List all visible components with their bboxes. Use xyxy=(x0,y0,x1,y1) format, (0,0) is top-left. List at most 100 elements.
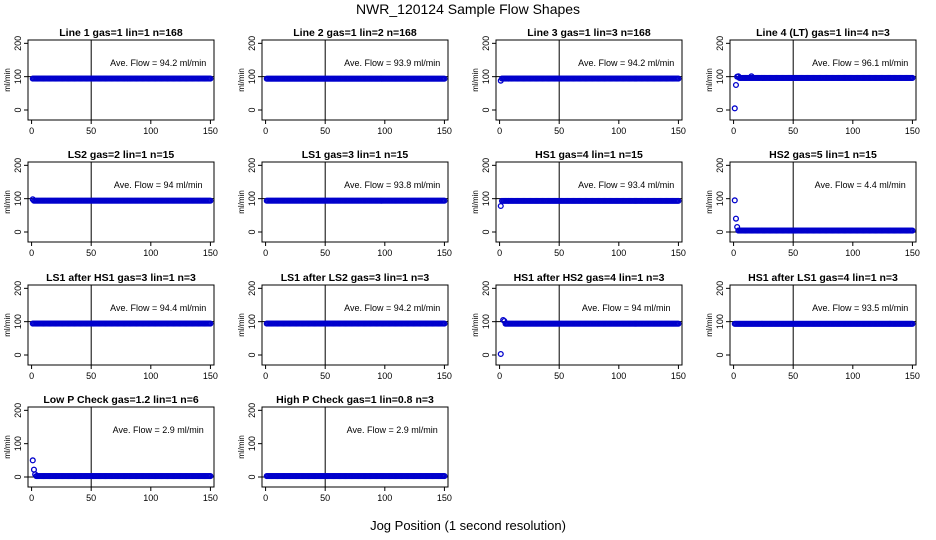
y-tick-label: 100 xyxy=(13,191,23,206)
annotation-ave-flow: Ave. Flow = 2.9 ml/min xyxy=(347,425,438,435)
y-tick-label: 0 xyxy=(247,107,257,112)
x-tick-label: 100 xyxy=(845,371,860,381)
x-tick-label: 100 xyxy=(377,371,392,381)
y-tick-label: 100 xyxy=(715,191,725,206)
x-tick-label: 50 xyxy=(788,371,798,381)
panel-9: LS1 after HS1 gas=3 lin=1 n=3 ml/min 0 100 2… xyxy=(3,272,218,381)
y-tick-label: 100 xyxy=(13,314,23,329)
x-tick-label: 0 xyxy=(731,371,736,381)
annotation-ave-flow: Ave. Flow = 93.9 ml/min xyxy=(344,58,440,68)
x-tick-label: 0 xyxy=(497,248,502,258)
data-point xyxy=(207,75,214,82)
y-tick-label: 0 xyxy=(247,352,257,357)
data-point xyxy=(441,472,448,480)
panel-14: High P Check gas=1 lin=0.8 n=3 ml/min 0 100… xyxy=(237,394,452,503)
data-point xyxy=(441,197,448,204)
plot-frame xyxy=(729,39,917,121)
data-series xyxy=(263,75,448,82)
x-tick-label: 0 xyxy=(29,126,34,136)
x-tick-label: 0 xyxy=(263,493,268,503)
y-axis-label: ml/min xyxy=(237,190,246,214)
annotation-ave-flow: Ave. Flow = 94.2 ml/min xyxy=(344,303,440,313)
data-point xyxy=(497,202,504,210)
y-axis-label: ml/min xyxy=(705,313,714,337)
panel-title: HS1 gas=4 lin=1 n=15 xyxy=(535,149,643,161)
main-title: NWR_120124 Sample Flow Shapes xyxy=(355,1,581,17)
y-axis-label: ml/min xyxy=(3,68,12,92)
y-tick-label: 200 xyxy=(247,281,257,296)
x-tick-label: 100 xyxy=(611,126,626,136)
x-tick-label: 150 xyxy=(905,371,920,381)
x-tick-label: 100 xyxy=(611,248,626,258)
x-tick-label: 50 xyxy=(788,248,798,258)
annotation-ave-flow: Ave. Flow = 4.4 ml/min xyxy=(815,180,906,190)
panel-8: HS2 gas=5 lin=1 n=15 ml/min 0 100 200 0 50 100 1… xyxy=(705,149,920,258)
x-tick-label: 0 xyxy=(29,371,34,381)
y-axis-label: ml/min xyxy=(705,68,714,92)
annotation-ave-flow: Ave. Flow = 94.2 ml/min xyxy=(578,58,674,68)
y-tick-label: 200 xyxy=(13,158,23,173)
plot-frame xyxy=(27,406,215,488)
y-tick-label: 200 xyxy=(481,36,491,51)
data-series xyxy=(731,73,916,112)
panel-title: Low P Check gas=1.2 lin=1 n=6 xyxy=(43,394,198,406)
y-tick-label: 0 xyxy=(715,107,725,112)
panel-2: Line 2 gas=1 lin=2 n=168 ml/min 0 100 200 0 50… xyxy=(237,27,452,136)
x-tick-label: 150 xyxy=(671,248,686,258)
plot-frame xyxy=(261,284,449,366)
x-tick-label: 50 xyxy=(554,371,564,381)
plot-frame xyxy=(729,161,917,243)
plot-frame xyxy=(261,406,449,488)
y-tick-label: 0 xyxy=(715,229,725,234)
data-series xyxy=(497,197,682,210)
x-tick-label: 0 xyxy=(731,126,736,136)
x-tick-label: 150 xyxy=(437,493,452,503)
annotation-ave-flow: Ave. Flow = 94.4 ml/min xyxy=(110,303,206,313)
x-tick-label: 50 xyxy=(320,371,330,381)
x-tick-label: 100 xyxy=(845,248,860,258)
y-tick-label: 200 xyxy=(481,158,491,173)
annotation-ave-flow: Ave. Flow = 94 ml/min xyxy=(582,303,671,313)
y-tick-label: 0 xyxy=(13,474,23,479)
x-tick-label: 0 xyxy=(731,248,736,258)
x-tick-label: 150 xyxy=(905,248,920,258)
x-tick-label: 150 xyxy=(905,126,920,136)
x-tick-label: 50 xyxy=(554,126,564,136)
data-point xyxy=(207,197,214,204)
x-tick-label: 100 xyxy=(143,248,158,258)
y-tick-label: 100 xyxy=(13,69,23,84)
data-point xyxy=(207,320,214,327)
y-tick-label: 0 xyxy=(247,229,257,234)
x-axis-caption: Jog Position (1 second resolution) xyxy=(370,518,566,533)
annotation-ave-flow: Ave. Flow = 94 ml/min xyxy=(114,180,203,190)
panel-7: HS1 gas=4 lin=1 n=15 ml/min 0 100 200 0 50 100 1… xyxy=(471,149,686,258)
panel-12: HS1 after LS1 gas=4 lin=1 n=3 ml/min 0 100 2… xyxy=(705,272,920,381)
panel-title: LS1 after HS1 gas=3 lin=1 n=3 xyxy=(46,272,196,284)
annotation-ave-flow: Ave. Flow = 96.1 ml/min xyxy=(812,58,908,68)
y-axis-label: ml/min xyxy=(471,190,480,214)
y-tick-label: 100 xyxy=(481,69,491,84)
y-tick-label: 200 xyxy=(13,281,23,296)
x-tick-label: 50 xyxy=(320,126,330,136)
panel-13: Low P Check gas=1.2 lin=1 n=6 ml/min 0 100 2… xyxy=(3,394,218,503)
x-tick-label: 100 xyxy=(845,126,860,136)
y-tick-label: 0 xyxy=(247,474,257,479)
annotation-ave-flow: Ave. Flow = 93.8 ml/min xyxy=(344,180,440,190)
annotation-ave-flow: Ave. Flow = 93.4 ml/min xyxy=(578,180,674,190)
panel-title: Line 2 gas=1 lin=2 n=168 xyxy=(293,27,417,39)
panel-title: Line 4 (LT) gas=1 lin=4 n=3 xyxy=(756,27,890,39)
y-tick-label: 100 xyxy=(13,436,23,451)
x-tick-label: 100 xyxy=(143,493,158,503)
x-tick-label: 0 xyxy=(29,493,34,503)
data-point xyxy=(731,197,738,204)
x-tick-label: 50 xyxy=(320,248,330,258)
x-tick-label: 100 xyxy=(377,248,392,258)
y-tick-label: 0 xyxy=(13,229,23,234)
data-series xyxy=(29,320,214,327)
y-tick-label: 100 xyxy=(247,69,257,84)
plot-frame xyxy=(27,39,215,121)
y-tick-label: 0 xyxy=(13,352,23,357)
x-tick-label: 100 xyxy=(377,493,392,503)
panel-title: HS1 after LS1 gas=4 lin=1 n=3 xyxy=(748,272,898,284)
